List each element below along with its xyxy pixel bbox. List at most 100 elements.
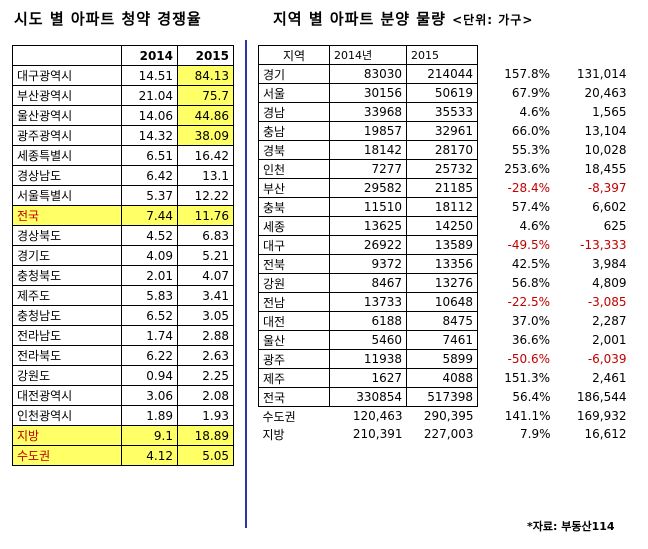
region-name-cell: 충청북도 bbox=[12, 265, 122, 286]
table-row: 충남 19857 32961 66.0% 13,104 bbox=[258, 121, 631, 141]
table-row: 전라북도 6.22 2.63 bbox=[12, 345, 234, 366]
region-name-cell: 대전광역시 bbox=[12, 385, 122, 406]
change-percent-cell: 157.8% bbox=[504, 67, 550, 81]
change-percent-cell: 4.6% bbox=[519, 105, 551, 119]
table-row: 충청북도 2.01 4.07 bbox=[12, 265, 234, 286]
value-2015-cell: 2.88 bbox=[177, 325, 234, 346]
supply-2015-cell: 8475 bbox=[406, 311, 478, 331]
change-amount-cell: -13,333 bbox=[580, 238, 627, 252]
change-amount-cell: 3,984 bbox=[592, 257, 627, 271]
supply-2014-cell: 13625 bbox=[329, 216, 407, 236]
table-row: 전국 330854 517398 56.4% 186,544 bbox=[258, 387, 631, 407]
supply-2014-cell: 5460 bbox=[329, 330, 407, 350]
value-2015-cell: 13.1 bbox=[177, 165, 234, 186]
region-name-cell: 경상북도 bbox=[12, 225, 122, 246]
change-amount-cell: 2,001 bbox=[592, 333, 627, 347]
supply-2014-cell: 120,463 bbox=[352, 409, 403, 423]
value-2015-cell: 11.76 bbox=[177, 205, 234, 226]
supply-2015-cell: 50619 bbox=[406, 83, 478, 103]
value-2014-cell: 21.04 bbox=[121, 85, 178, 106]
value-2015-cell: 16.42 bbox=[177, 145, 234, 166]
supply-volume-table: 지역 2014년 2015 경기 83030 214044 157.8% 131,014 서울 3… bbox=[258, 45, 631, 443]
change-percent-cell: -50.6% bbox=[507, 352, 550, 366]
value-2015-cell: 1.93 bbox=[177, 405, 234, 426]
region-name-cell: 광주광역시 bbox=[12, 125, 122, 146]
change-amount-cell: -6,039 bbox=[587, 352, 627, 366]
supply-2014-cell: 30156 bbox=[329, 83, 407, 103]
supply-2015-cell: 5899 bbox=[406, 349, 478, 369]
supply-2015-cell: 13589 bbox=[406, 235, 478, 255]
supply-2015-cell: 7461 bbox=[406, 330, 478, 350]
supply-2014-cell: 11938 bbox=[329, 349, 407, 369]
table-row: 울산광역시 14.06 44.86 bbox=[12, 105, 234, 126]
value-2015-cell: 84.13 bbox=[177, 65, 234, 86]
unit-label: <단위: 가구> bbox=[452, 13, 534, 27]
value-2014-cell: 6.52 bbox=[121, 305, 178, 326]
value-2014-cell: 4.09 bbox=[121, 245, 178, 266]
table-row: 충청남도 6.52 3.05 bbox=[12, 305, 234, 326]
table-row: 광주광역시 14.32 38.09 bbox=[12, 125, 234, 146]
supply-2015-cell: 10648 bbox=[406, 292, 478, 312]
table-row: 부산광역시 21.04 75.7 bbox=[12, 85, 234, 106]
change-percent-cell: 253.6% bbox=[504, 162, 550, 176]
supply-2014-cell: 6188 bbox=[329, 311, 407, 331]
header-cell bbox=[555, 46, 631, 65]
table-row: 제주 1627 4088 151.3% 2,461 bbox=[258, 368, 631, 388]
supply-2015-cell: 13276 bbox=[406, 273, 478, 293]
table-row: 충북 11510 18112 57.4% 6,602 bbox=[258, 197, 631, 217]
region-name-cell: 강원도 bbox=[12, 365, 122, 386]
table-header-row: 2014 2015 bbox=[12, 45, 234, 66]
supply-2015-cell: 21185 bbox=[406, 178, 478, 198]
region-name-cell: 세종특별시 bbox=[12, 145, 122, 166]
change-amount-cell: 6,602 bbox=[592, 200, 627, 214]
supply-2014-cell: 18142 bbox=[329, 140, 407, 160]
header-cell: 2014년 bbox=[329, 45, 407, 65]
value-2015-cell: 3.05 bbox=[177, 305, 234, 326]
supply-2015-cell: 13356 bbox=[406, 254, 478, 274]
change-amount-cell: 2,461 bbox=[592, 371, 627, 385]
region-cell: 경기 bbox=[258, 64, 330, 84]
value-2014-cell: 2.01 bbox=[121, 265, 178, 286]
change-amount-cell: 186,544 bbox=[576, 390, 627, 404]
value-2015-cell: 44.86 bbox=[177, 105, 234, 126]
value-2015-cell: 38.09 bbox=[177, 125, 234, 146]
region-name-cell: 전라남도 bbox=[12, 325, 122, 346]
supply-2015-cell: 28170 bbox=[406, 140, 478, 160]
table-row: 전남 13733 10648 -22.5% -3,085 bbox=[258, 292, 631, 312]
value-2014-cell: 0.94 bbox=[121, 365, 178, 386]
change-percent-cell: 42.5% bbox=[511, 257, 550, 271]
table-header-row: 지역 2014년 2015 bbox=[258, 45, 631, 65]
supply-2015-cell: 517398 bbox=[406, 387, 478, 407]
header-cell bbox=[12, 45, 122, 66]
region-cell: 전북 bbox=[258, 254, 330, 274]
change-amount-cell: 4,809 bbox=[592, 276, 627, 290]
change-percent-cell: 151.3% bbox=[504, 371, 550, 385]
table-row: 수도권 4.12 5.05 bbox=[12, 445, 234, 466]
header-cell: 2014 bbox=[121, 45, 178, 66]
value-2015-cell: 6.83 bbox=[177, 225, 234, 246]
change-amount-cell: -8,397 bbox=[587, 181, 627, 195]
region-name-cell: 경기도 bbox=[12, 245, 122, 266]
region-name-cell: 경상남도 bbox=[12, 165, 122, 186]
change-amount-cell: 2,287 bbox=[592, 314, 627, 328]
change-percent-cell: 56.4% bbox=[512, 390, 551, 404]
table-row: 전북 9372 13356 42.5% 3,984 bbox=[258, 254, 631, 274]
supply-2014-cell: 26922 bbox=[329, 235, 407, 255]
value-2014-cell: 6.42 bbox=[121, 165, 178, 186]
table-row: 경북 18142 28170 55.3% 10,028 bbox=[258, 140, 631, 160]
region-name-cell: 인천광역시 bbox=[12, 405, 122, 426]
value-2015-cell: 5.05 bbox=[177, 445, 234, 466]
left-table-title: 시도 별 아파트 청약 경쟁율 bbox=[14, 10, 202, 28]
region-name-cell: 부산광역시 bbox=[12, 85, 122, 106]
table-row: 강원 8467 13276 56.8% 4,809 bbox=[258, 273, 631, 293]
region-name-cell: 대구광역시 bbox=[12, 65, 122, 86]
table-row: 대전 6188 8475 37.0% 2,287 bbox=[258, 311, 631, 331]
value-2014-cell: 3.06 bbox=[121, 385, 178, 406]
region-cell: 서울 bbox=[258, 83, 330, 103]
supply-2014-cell: 9372 bbox=[329, 254, 407, 274]
value-2015-cell: 3.41 bbox=[177, 285, 234, 306]
table-row: 대전광역시 3.06 2.08 bbox=[12, 385, 234, 406]
change-percent-cell: 141.1% bbox=[504, 408, 551, 423]
change-percent-cell: -28.4% bbox=[507, 181, 550, 195]
value-2014-cell: 14.32 bbox=[121, 125, 178, 146]
